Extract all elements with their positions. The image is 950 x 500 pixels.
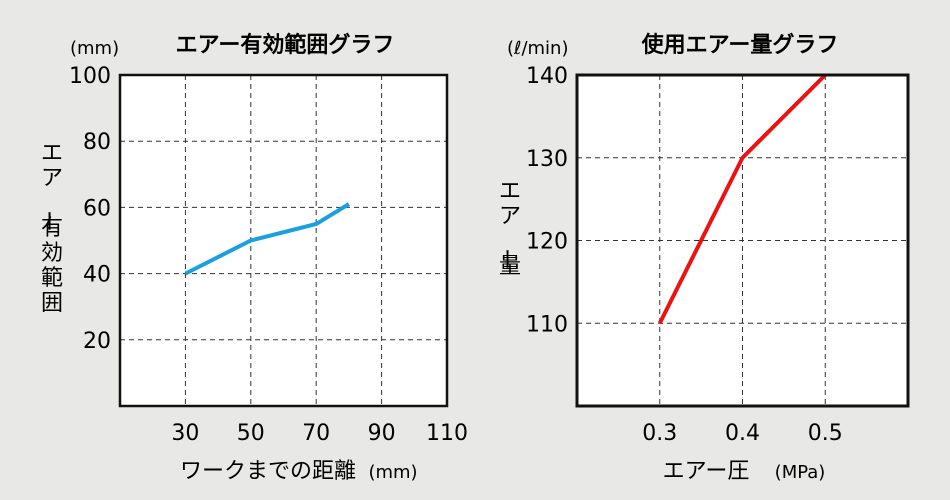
series-line-0-0 [184, 202, 350, 276]
y-axis-label-char: 有 [41, 216, 63, 241]
y-axis-label-char: 範 [41, 266, 63, 291]
y-axis-label-char: ア [41, 166, 63, 191]
plot-area-0 [120, 75, 447, 406]
y-tick-label: 80 [83, 130, 111, 155]
y-tick-label: 40 [83, 263, 111, 288]
series-line-1-0 [657, 73, 827, 325]
y-axis-label-char: ー [35, 210, 60, 232]
x-tick-label: 30 [171, 421, 199, 446]
x-tick-label: 50 [237, 421, 265, 446]
x-axis-unit: (mm) [368, 462, 417, 483]
y-tick-label: 130 [526, 147, 568, 172]
y-axis-label: エアー量 [493, 179, 521, 279]
x-tick-label: 90 [368, 421, 396, 446]
x-axis-label: ワークまでの距離 [180, 459, 356, 484]
plot-frame-0 [118, 73, 449, 408]
y-axis-label-char: エ [41, 141, 63, 166]
x-tick-label: 110 [426, 421, 468, 446]
plot-frame-1 [575, 73, 910, 408]
x-axis-unit: (MPa) [775, 462, 826, 483]
y-tick-label: 110 [526, 312, 568, 337]
x-tick-label: 0.4 [725, 421, 760, 446]
y-axis-label-char: 効 [41, 241, 63, 266]
x-tick-label: 0.5 [808, 421, 843, 446]
y-axis-label: エアー有効範囲 [35, 141, 63, 316]
y-axis-unit: (ℓ/min) [507, 38, 569, 59]
y-axis-label-char: 囲 [41, 291, 63, 316]
x-tick-label: 0.3 [642, 421, 677, 446]
y-axis-label-char: ー [493, 248, 518, 270]
chart-title: エアー有効範囲グラフ [176, 32, 395, 58]
y-tick-label: 100 [69, 64, 111, 89]
y-tick-label: 120 [526, 230, 568, 255]
chart-title: 使用エアー量グラフ [641, 32, 839, 58]
x-tick-label: 70 [302, 421, 330, 446]
y-axis-label-char: ア [499, 204, 521, 229]
y-tick-label: 20 [83, 329, 111, 354]
y-tick-label: 140 [526, 64, 568, 89]
y-axis-unit: (mm) [70, 38, 119, 59]
y-tick-label: 60 [83, 196, 111, 221]
y-axis-label-char: 量 [499, 254, 521, 279]
y-axis-label-char: エ [499, 179, 521, 204]
x-axis-label: エアー圧 [663, 459, 750, 484]
